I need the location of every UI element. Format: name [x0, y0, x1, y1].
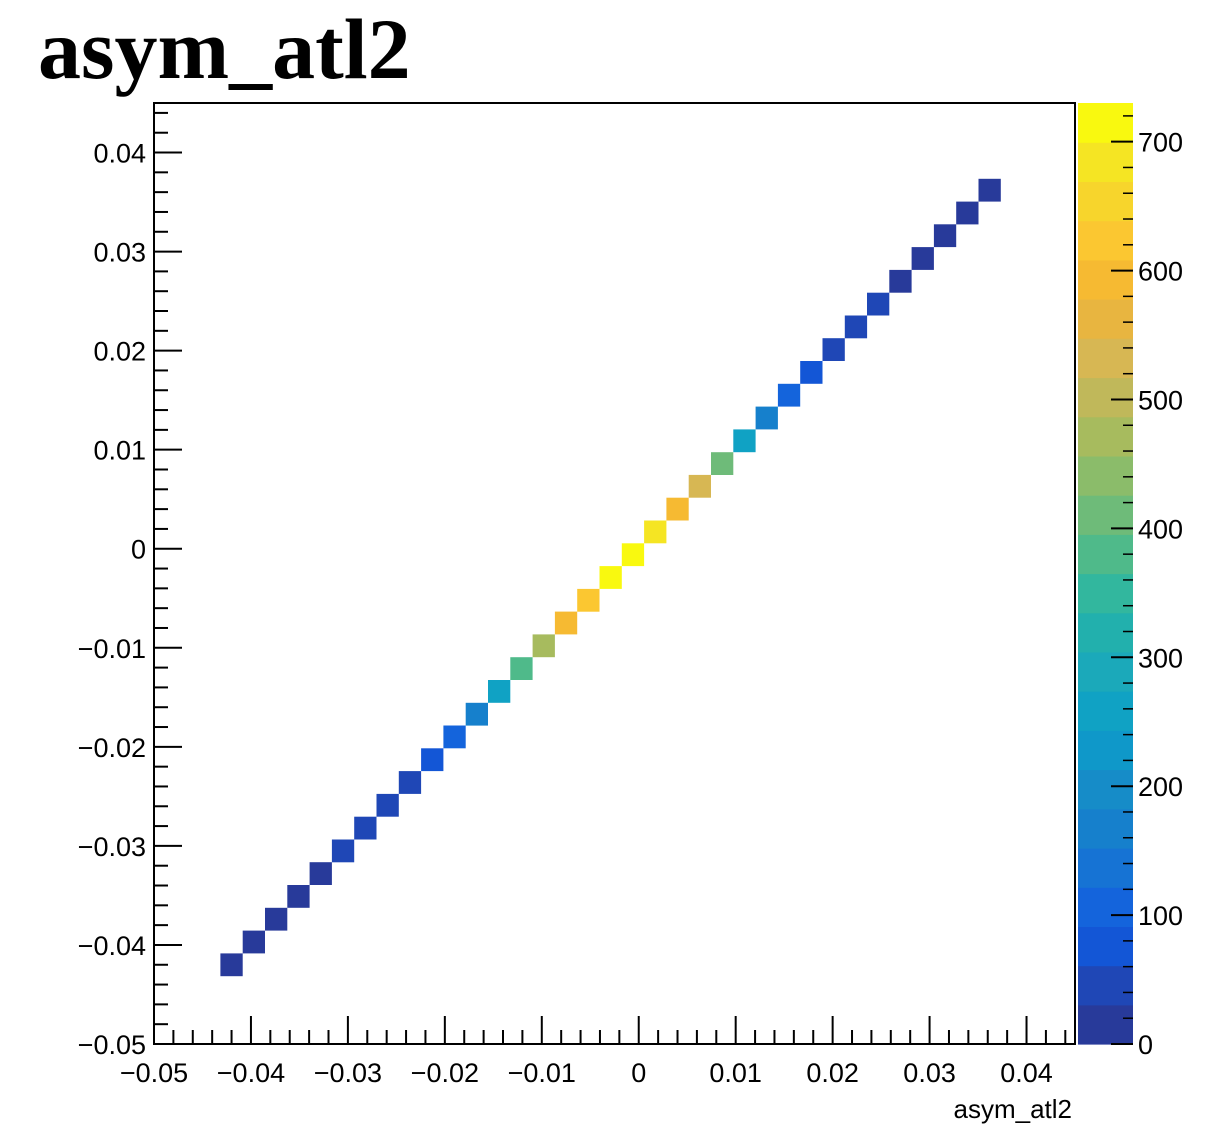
heatmap-cell [844, 315, 868, 339]
x-tick-label: −0.04 [217, 1058, 285, 1088]
y-tick-label: 0 [131, 535, 146, 565]
colorbar-band [1078, 377, 1133, 418]
x-tick-label: 0.04 [1000, 1058, 1053, 1088]
colorbar-tick-label: 600 [1138, 257, 1183, 287]
colorbar-band [1078, 142, 1133, 182]
heatmap-cell [287, 885, 310, 908]
colorbar-band [1078, 220, 1133, 261]
heatmap-cell [867, 292, 890, 316]
heatmap-cell [711, 452, 734, 475]
heatmap-cell [354, 816, 377, 840]
heatmap-cell [666, 497, 689, 521]
y-tick-label: 0.02 [93, 337, 146, 367]
y-tick-label: 0.04 [93, 139, 146, 169]
heatmap-cell [532, 634, 555, 658]
heatmap-cell [331, 839, 355, 863]
colorbar-band [1078, 769, 1133, 810]
colorbar-tick-label: 700 [1138, 128, 1183, 158]
heatmap-cell [398, 771, 422, 794]
heatmap-cell [621, 543, 645, 567]
heatmap-cell [800, 361, 823, 384]
y-axis: −0.05 −0.04 −0.03 −0.02 −0.01 0 0.01 0.02 0.03 0.… [78, 111, 182, 1060]
heatmap-cell [644, 520, 667, 544]
colorbar-band [1078, 651, 1133, 692]
colorbar-tick-label: 400 [1138, 514, 1183, 544]
colorbar-band [1078, 926, 1133, 967]
x-tick-label: 0.02 [806, 1058, 859, 1088]
heatmap-cell [822, 338, 845, 361]
heatmap-cell [777, 383, 801, 407]
heatmap-cell [465, 702, 488, 726]
colorbar-band [1078, 848, 1133, 888]
heatmap-cell [755, 406, 778, 430]
heatmap-cell [577, 588, 600, 612]
colorbar-band [1078, 1004, 1133, 1045]
colorbar-band [1078, 181, 1133, 222]
colorbar-band [1078, 808, 1133, 849]
heatmap-cell [978, 178, 1001, 202]
colorbar-band [1078, 416, 1133, 457]
heatmap-cell [510, 657, 533, 680]
heatmap-cell [265, 907, 288, 931]
heatmap-cell [309, 862, 332, 885]
x-tick-label: −0.02 [411, 1058, 479, 1088]
y-tick-label: −0.02 [78, 733, 146, 763]
heatmap-cell [889, 269, 912, 293]
heatmap-cell [733, 429, 756, 453]
chart-title: asym_atl2 [38, 1, 411, 97]
colorbar-axis: 0 100 200 300 400 500 600 700 [1111, 115, 1183, 1060]
y-tick-label: −0.03 [78, 832, 146, 862]
heatmap-cells [220, 178, 1001, 977]
x-tick-label: 0.03 [903, 1058, 956, 1088]
heatmap-cell [376, 793, 399, 817]
heatmap-cell [911, 247, 934, 270]
heatmap-cell [421, 748, 444, 772]
heatmap-cell [242, 930, 265, 954]
x-tick-label: −0.03 [314, 1058, 382, 1088]
colorbar-band [1078, 103, 1133, 143]
colorbar-band [1078, 730, 1133, 771]
colorbar-tick-label: 300 [1138, 643, 1183, 673]
colorbar-tick-label: 200 [1138, 772, 1183, 802]
y-tick-label: −0.01 [78, 634, 146, 664]
heatmap-cell [443, 725, 466, 749]
colorbar-band [1078, 887, 1133, 927]
heatmap-cell [554, 611, 578, 635]
colorbar-tick-label: 0 [1138, 1030, 1153, 1060]
y-tick-label: −0.04 [78, 931, 146, 961]
y-tick-label: 0.03 [93, 238, 146, 268]
x-tick-label: −0.05 [120, 1058, 188, 1088]
colorbar-tick-label: 500 [1138, 385, 1183, 415]
x-axis: −0.05 −0.04 −0.03 −0.02 −0.01 0 0.01 0.02 0.03 0.… [120, 1016, 1067, 1088]
heatmap-cell [933, 224, 957, 248]
plot-frame [153, 102, 1076, 1045]
colorbar-band [1078, 455, 1133, 496]
y-tick-label: 0.01 [93, 436, 146, 466]
colorbar-band [1078, 612, 1133, 653]
colorbar-band [1078, 338, 1133, 379]
y-tick-label: −0.05 [78, 1030, 146, 1060]
colorbar-band [1078, 691, 1133, 731]
colorbar-tick-label: 100 [1138, 901, 1183, 931]
heatmap-cell [220, 953, 243, 977]
heatmap-cell [488, 680, 511, 703]
heatmap-cell [688, 474, 711, 498]
heatmap-cell [599, 566, 622, 589]
colorbar-band [1078, 259, 1133, 300]
heatmap-cell [956, 201, 979, 225]
x-tick-label: −0.01 [508, 1058, 576, 1088]
colorbar [1078, 103, 1133, 1045]
x-axis-title: asym_atl2 [954, 1094, 1073, 1124]
x-tick-label: 0 [631, 1058, 646, 1088]
colorbar-band [1078, 299, 1133, 339]
x-tick-label: 0.01 [709, 1058, 762, 1088]
colorbar-band [1078, 965, 1133, 1006]
